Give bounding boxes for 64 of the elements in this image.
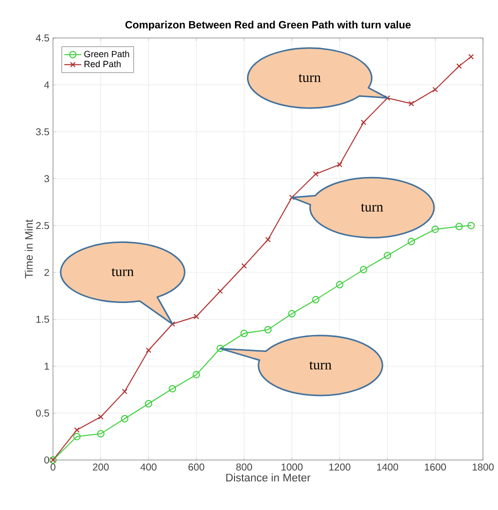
- y-tick-label: 0.5: [36, 410, 50, 417]
- legend-label: Green Path: [84, 50, 130, 58]
- y-tick-label: 4: [44, 81, 50, 88]
- point: [264, 326, 272, 334]
- point: [216, 344, 224, 352]
- annotation: turn: [309, 361, 332, 370]
- point: [194, 314, 200, 320]
- point: [288, 310, 296, 318]
- x-tick-label: 1800: [472, 464, 494, 471]
- annotation: turn: [112, 268, 134, 276]
- point: [432, 86, 438, 92]
- point: [384, 95, 390, 101]
- point: [122, 388, 128, 394]
- x-tick-label: 200: [92, 464, 109, 471]
- x-tick-label: 1200: [329, 464, 350, 471]
- point: [97, 430, 104, 438]
- point: [98, 414, 104, 420]
- point: [313, 171, 319, 177]
- point: [289, 194, 295, 200]
- point: [144, 400, 152, 408]
- y-tick-label: 1.5: [36, 316, 50, 323]
- point: [168, 385, 176, 392]
- y-tick-label: 1: [44, 362, 49, 370]
- point: [360, 266, 368, 274]
- y-axis-title: Time in Mint: [24, 219, 33, 278]
- point: [240, 330, 248, 338]
- point: [467, 222, 475, 230]
- y-tick-label: 3: [44, 175, 50, 182]
- point: [74, 427, 80, 433]
- point: [408, 100, 414, 106]
- point: [336, 280, 344, 288]
- x-axis-title: Distance in Meter: [226, 473, 310, 482]
- point: [432, 226, 439, 233]
- point: [241, 263, 247, 269]
- chart-title: Comparizon Between Red and Green Path with turn value: [125, 20, 411, 30]
- y-tick-label: 3.5: [36, 128, 50, 136]
- x-tick-label: 400: [140, 464, 156, 471]
- point: [265, 236, 271, 242]
- x-tick-label: 600: [188, 464, 204, 471]
- point: [360, 120, 366, 126]
- point: [408, 238, 416, 246]
- point: [192, 370, 200, 378]
- x-tick-label: 800: [236, 464, 252, 471]
- y-tick-label: 2: [44, 268, 49, 276]
- y-tick-label: 2.5: [36, 222, 50, 230]
- point: [384, 252, 392, 260]
- y-tick-label: 4.5: [36, 34, 50, 42]
- point: [336, 162, 342, 168]
- point: [455, 222, 463, 230]
- legend-label: Red Path: [84, 60, 121, 68]
- y-tick-label: 0: [44, 456, 50, 464]
- annotation: turn: [298, 74, 321, 82]
- x-tick-label: 1000: [282, 464, 303, 471]
- x-tick-label: 1400: [377, 464, 398, 471]
- point: [217, 288, 223, 294]
- annotation: turn: [360, 204, 384, 212]
- point: [468, 54, 474, 60]
- point: [73, 432, 81, 440]
- point: [456, 63, 462, 69]
- x-tick-label: 1600: [424, 464, 446, 471]
- point: [312, 296, 320, 304]
- x-tick-label: 0: [50, 464, 56, 471]
- point: [146, 348, 152, 354]
- point: [120, 415, 128, 422]
